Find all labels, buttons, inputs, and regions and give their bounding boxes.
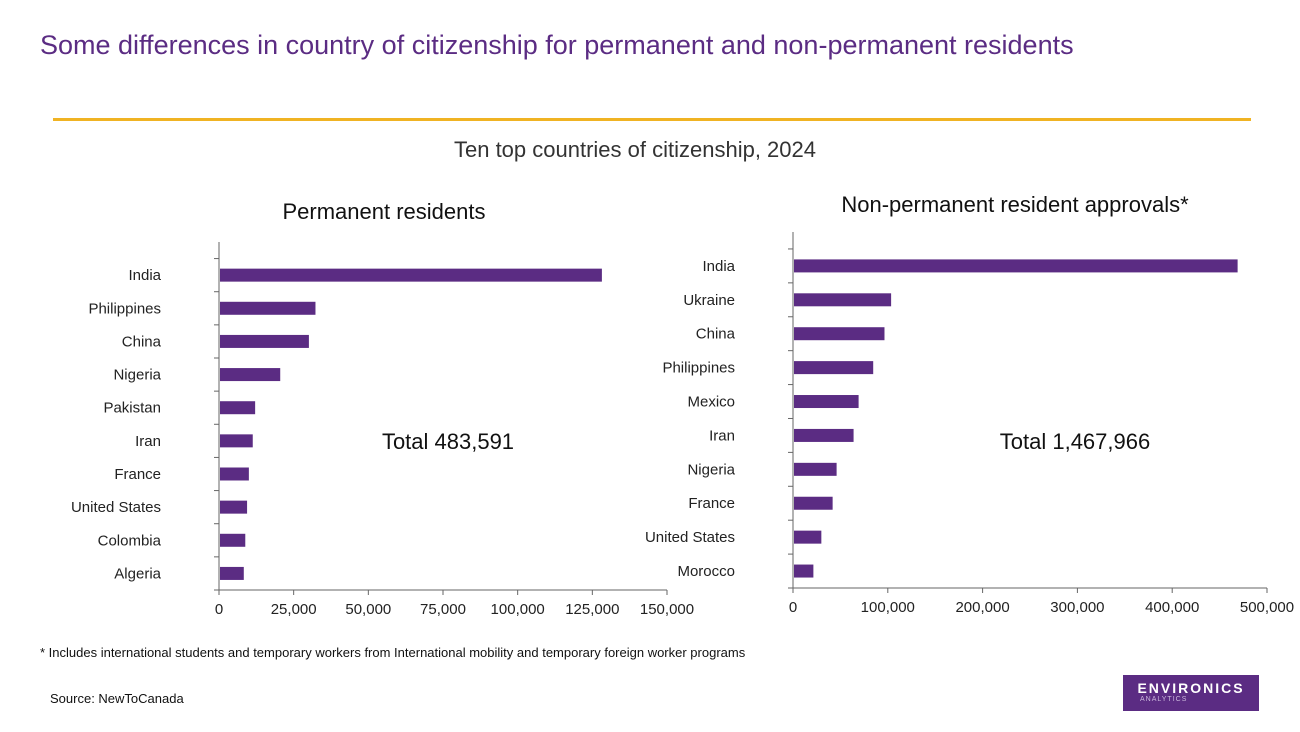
chart-title: Permanent residents (283, 199, 486, 224)
chart-title: Non-permanent resident approvals* (841, 192, 1189, 217)
category-label: United States (71, 499, 161, 516)
bar (794, 293, 892, 307)
bar (794, 462, 837, 476)
x-tick-label: 125,000 (565, 601, 619, 618)
bar (220, 500, 248, 514)
category-label: China (696, 326, 736, 343)
total-annotation: Total 483,591 (382, 429, 514, 454)
category-label: Morocco (677, 563, 735, 580)
category-label: Mexico (687, 394, 735, 411)
bar (220, 301, 316, 315)
x-tick-label: 75,000 (420, 601, 466, 618)
category-label: Ukraine (683, 292, 735, 309)
bar (794, 361, 874, 375)
bar (794, 428, 854, 442)
category-label: India (128, 267, 161, 284)
x-tick-label: 200,000 (955, 599, 1009, 616)
x-tick-label: 25,000 (271, 601, 317, 618)
x-tick-label: 150,000 (640, 601, 694, 618)
bar (220, 533, 246, 547)
bar (794, 496, 833, 510)
bar (220, 368, 281, 382)
category-label: China (122, 333, 162, 350)
bar (220, 401, 256, 415)
footnote: * Includes international students and te… (40, 645, 746, 660)
x-tick-label: 300,000 (1050, 599, 1104, 616)
x-tick-label: 100,000 (861, 599, 915, 616)
category-label: Philippines (88, 300, 161, 317)
bar (794, 259, 1238, 273)
x-tick-label: 50,000 (345, 601, 391, 618)
category-label: Philippines (662, 360, 735, 377)
category-label: Algeria (114, 565, 161, 582)
page-title: Some differences in country of citizensh… (40, 30, 1074, 60)
x-tick-label: 0 (789, 599, 797, 616)
x-tick-label: 100,000 (491, 601, 545, 618)
bar (220, 434, 253, 448)
total-annotation: Total 1,467,966 (1000, 429, 1150, 454)
bar (220, 467, 249, 481)
category-label: Iran (135, 433, 161, 450)
bar (794, 564, 814, 578)
environics-logo: ENVIRONICS ANALYTICS (1123, 675, 1259, 711)
category-label: France (114, 466, 161, 483)
source: Source: NewToCanada (50, 691, 184, 706)
category-label: Nigeria (687, 461, 735, 478)
category-label: Nigeria (113, 367, 161, 384)
category-label: France (688, 495, 735, 512)
category-label: Pakistan (103, 400, 161, 417)
bar (220, 268, 602, 282)
category-label: India (702, 258, 735, 275)
divider (53, 118, 1251, 121)
category-label: Iran (709, 427, 735, 444)
bar (794, 395, 859, 409)
x-tick-label: 400,000 (1145, 599, 1199, 616)
x-tick-label: 0 (215, 601, 223, 618)
category-label: Colombia (98, 532, 162, 549)
category-label: United States (645, 529, 735, 546)
bar (794, 327, 885, 341)
x-tick-label: 500,000 (1240, 599, 1294, 616)
subtitle: Ten top countries of citizenship, 2024 (453, 137, 816, 162)
bar (220, 566, 244, 580)
bar (794, 530, 822, 544)
bar (220, 334, 309, 348)
